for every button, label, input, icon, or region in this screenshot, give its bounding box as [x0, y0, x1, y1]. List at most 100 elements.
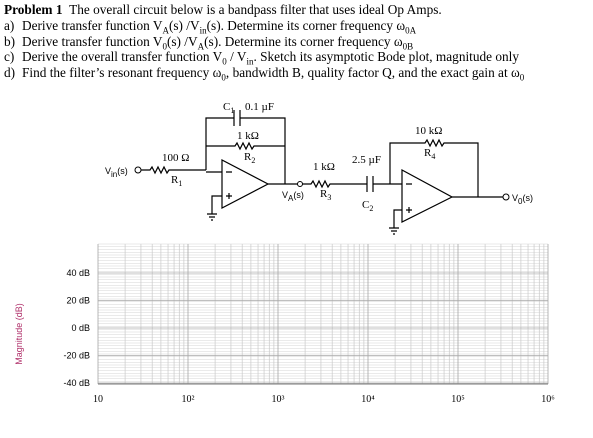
part: b) Derive transfer function V0(s) /VA(s).…	[4, 34, 413, 52]
r4-label: R4	[424, 147, 435, 161]
part-text: (s). Determine its corner frequency ω	[204, 33, 403, 49]
r4-value: 10 kΩ	[415, 125, 442, 137]
c2: C	[362, 199, 369, 211]
part: c) Derive the overall transfer function V…	[4, 49, 519, 67]
r4: R	[424, 147, 432, 159]
wire	[389, 183, 402, 235]
subscript: A	[197, 41, 205, 52]
part: d) Find the filter’s resonant frequency ω…	[4, 65, 524, 83]
subscript: 0	[162, 41, 167, 52]
r3-label: R3	[320, 188, 331, 202]
y-tick-label: -40 dB	[63, 378, 90, 388]
vin-sub: in	[111, 170, 117, 179]
va-label: VA(s)	[282, 190, 304, 203]
r3: R	[320, 188, 328, 200]
part-text: (s) /V	[168, 18, 200, 33]
r3-sub: 3	[327, 193, 331, 202]
resistor-r3	[268, 179, 390, 189]
part-text: Derive transfer function V	[22, 18, 163, 33]
c2-label: C2	[362, 199, 373, 213]
problem-label: Problem 1	[4, 2, 63, 17]
part-text: Derive transfer function V	[22, 33, 163, 49]
r2-label: R2	[244, 151, 255, 165]
op-amp-1	[221, 159, 270, 209]
c1: C	[223, 101, 230, 113]
subscript: 0B	[402, 41, 414, 52]
part-text: / V	[226, 49, 247, 64]
x-tick-label: 10⁵	[451, 394, 465, 405]
vin-s: (s)	[117, 166, 128, 176]
r1-sub: 1	[178, 179, 182, 188]
part: a) Derive transfer function VA(s) /Vin(s)…	[4, 18, 416, 36]
y-tick-label: 0 dB	[71, 323, 90, 333]
va-sub: A	[288, 194, 294, 203]
subscript: 0	[222, 56, 227, 67]
va: V	[282, 190, 288, 200]
c1-label: C1	[223, 101, 234, 115]
node	[297, 181, 303, 187]
part-marker: d)	[4, 64, 16, 80]
op-amp-signs	[406, 183, 412, 213]
subscript: in	[246, 56, 254, 67]
r2-sub: 2	[251, 156, 255, 165]
x-tick-label: 10²	[182, 394, 195, 405]
r1-label: R1	[171, 174, 182, 188]
r1-value: 100 Ω	[162, 152, 189, 164]
vo-sub: 0	[518, 197, 523, 206]
r2: R	[244, 151, 252, 163]
capacitor-c2	[366, 176, 374, 192]
vin-label: Vin(s)	[105, 166, 128, 179]
capacitor-c1	[233, 110, 241, 126]
part-text: Derive the overall transfer function V	[22, 49, 223, 64]
part-text: (s) /V	[166, 33, 198, 49]
c1-sub: 1	[230, 106, 234, 115]
y-tick-label: -20 dB	[63, 351, 90, 361]
subscript: A	[162, 25, 169, 36]
c1-value: 0.1 µF	[245, 101, 274, 113]
y-tick-label: 20 dB	[66, 296, 90, 306]
subscript: in	[199, 25, 207, 36]
part-marker: c)	[4, 49, 15, 64]
c2-sub: 2	[369, 204, 373, 213]
r4-sub: 4	[431, 152, 435, 161]
r2-value: 1 kΩ	[237, 130, 259, 142]
intro-line: Problem 1 The overall circuit below is a…	[4, 2, 442, 18]
part-text: . Sketch its asymptotic Bode plot, magni…	[253, 49, 520, 64]
vo-label: V0(s)	[512, 193, 533, 206]
r3-value: 1 kΩ	[313, 161, 335, 173]
part-marker: b)	[4, 33, 16, 49]
y-axis-label: Magnitude (dB)	[14, 303, 24, 365]
subscript: 0A	[405, 25, 417, 36]
x-tick-label: 10⁶	[541, 394, 555, 405]
subscript: 0	[221, 72, 226, 83]
intro: The overall circuit below is a bandpass …	[69, 2, 442, 17]
vin: V	[105, 166, 111, 176]
wire	[206, 171, 222, 221]
part-text: , bandwidth B, quality factor Q, and the…	[225, 64, 520, 80]
c2-value: 2.5 µF	[352, 154, 381, 166]
circuit	[134, 110, 510, 235]
resistor-r2	[206, 141, 285, 151]
subscript: 0	[519, 72, 525, 83]
wire	[205, 117, 286, 184]
x-tick-label: 10³	[272, 394, 285, 405]
op-amp-signs	[226, 171, 232, 199]
part-text: Find the filter’s resonant frequency ω	[22, 64, 222, 80]
op-amp-2	[401, 168, 454, 223]
x-tick-label: 10⁴	[361, 394, 375, 405]
r1: R	[171, 174, 179, 186]
terminal	[502, 193, 510, 201]
part-text: (s). Determine its corner frequency ω	[206, 18, 406, 33]
vo-s: (s)	[522, 193, 533, 203]
part-marker: a)	[4, 18, 15, 33]
resistor-r4	[389, 138, 479, 197]
va-s: (s)	[293, 190, 304, 200]
resistor-r1	[141, 165, 206, 175]
x-tick-label: 10	[93, 394, 103, 405]
y-tick-label: 40 dB	[66, 268, 90, 278]
vo: V	[512, 193, 518, 203]
terminal	[134, 166, 142, 174]
